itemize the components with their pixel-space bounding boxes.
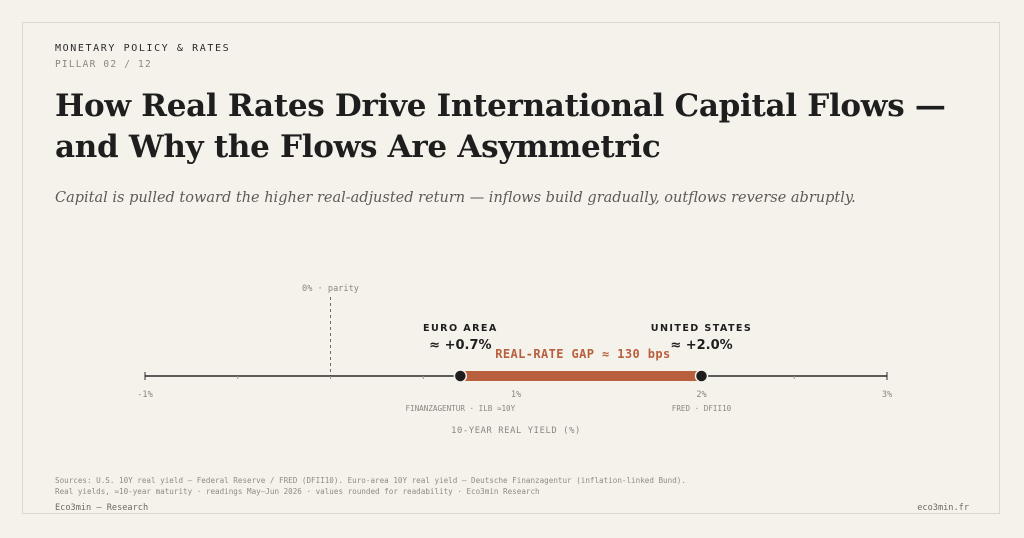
sources-note: Sources: U.S. 10Y real yield — Federal R… — [55, 475, 686, 497]
x-tick-label: 2% — [696, 390, 707, 400]
united-states-point — [694, 369, 709, 383]
sources-line-1: Sources: U.S. 10Y real yield — Federal R… — [55, 476, 686, 485]
euro-area-value-label: ≈ +0.7% — [429, 338, 491, 353]
united-states-name-label: UNITED STATES — [651, 323, 752, 334]
page-title: How Real Rates Drive International Capit… — [55, 88, 946, 165]
x-tick-label: -1% — [137, 390, 153, 400]
united-states-source-label: FRED · DFII10 — [672, 404, 732, 413]
gap-label: REAL-RATE GAP ≈ 130 bps — [495, 347, 670, 361]
euro-area-point — [453, 369, 468, 383]
card-frame — [22, 22, 1000, 514]
sources-line-2: Real yields, ≈10-year maturity · reading… — [55, 487, 540, 496]
euro-area-name-label: EURO AREA — [423, 323, 498, 334]
real-rate-gap-bar — [460, 371, 702, 381]
brand-label: Eco3min — Research — [55, 503, 149, 513]
parity-label: 0% · parity — [302, 284, 359, 294]
x-axis-title: 10-YEAR REAL YIELD (%) — [451, 426, 581, 436]
x-tick-label: 3% — [882, 390, 893, 400]
real-yield-chart: 0% · parity -1% 1% 2% 3% REAL-RATE GAP ≈ 130 … — [137, 284, 893, 436]
x-tick-label: 1% — [511, 390, 522, 400]
site-link[interactable]: eco3min.fr — [917, 503, 969, 513]
pillar-counter: PILLAR 02 / 12 — [55, 59, 152, 70]
euro-area-source-label: FINANZAGENTUR · ILB ≈10Y — [405, 404, 515, 413]
section-kicker: MONETARY POLICY & RATES — [55, 43, 231, 54]
united-states-value-label: ≈ +2.0% — [670, 338, 732, 353]
page-subtitle: Capital is pulled toward the higher real… — [55, 190, 856, 206]
